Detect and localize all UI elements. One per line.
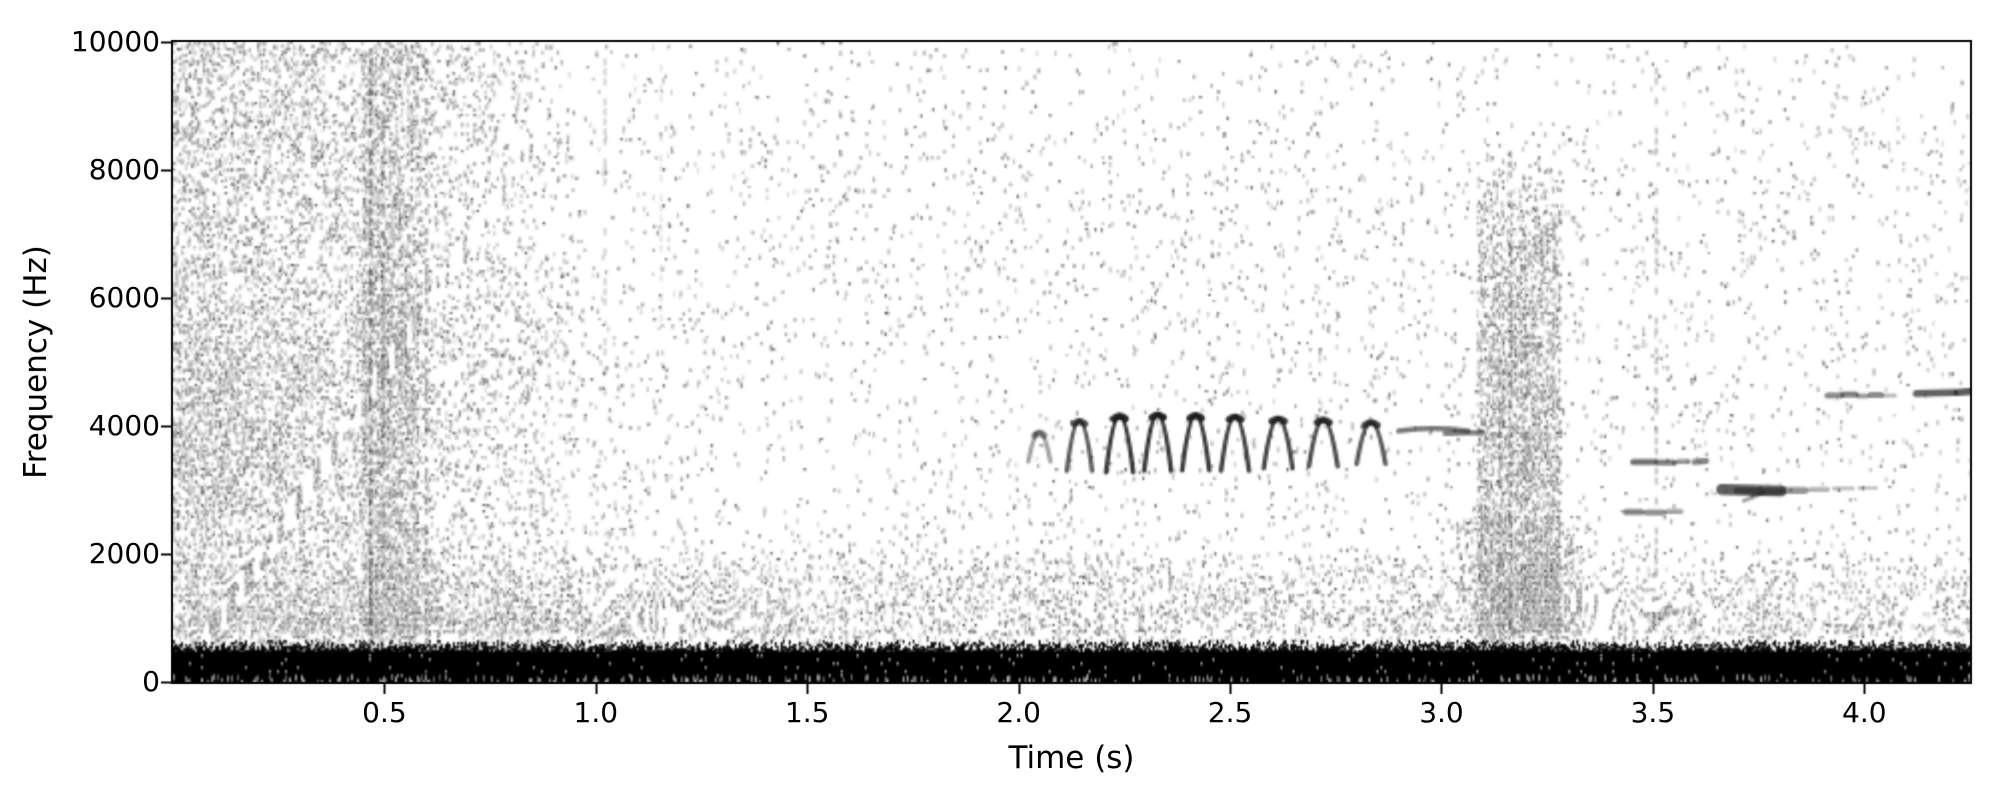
y-tick-label: 6000 — [88, 281, 160, 314]
y-tick-label: 10000 — [70, 25, 160, 58]
y-tick-label: 8000 — [88, 153, 160, 186]
y-tick-label: 2000 — [88, 537, 160, 570]
y-tick-label: 4000 — [88, 409, 160, 442]
x-tick-label: 3.5 — [1630, 696, 1676, 729]
x-tick-label: 2.5 — [1207, 696, 1253, 729]
x-tick-label: 4.0 — [1842, 696, 1887, 729]
y-tick-label: 0 — [142, 665, 160, 698]
x-tick-label: 1.5 — [784, 696, 830, 729]
x-tick-label: 0.5 — [362, 696, 407, 729]
x-axis-label: Time (s) — [1008, 740, 1135, 776]
x-tick-label: 3.0 — [1419, 696, 1464, 729]
y-axis-label: Frequency (Hz) — [18, 245, 54, 479]
x-tick-label: 1.0 — [573, 696, 619, 729]
x-tick-label: 2.0 — [996, 696, 1041, 729]
